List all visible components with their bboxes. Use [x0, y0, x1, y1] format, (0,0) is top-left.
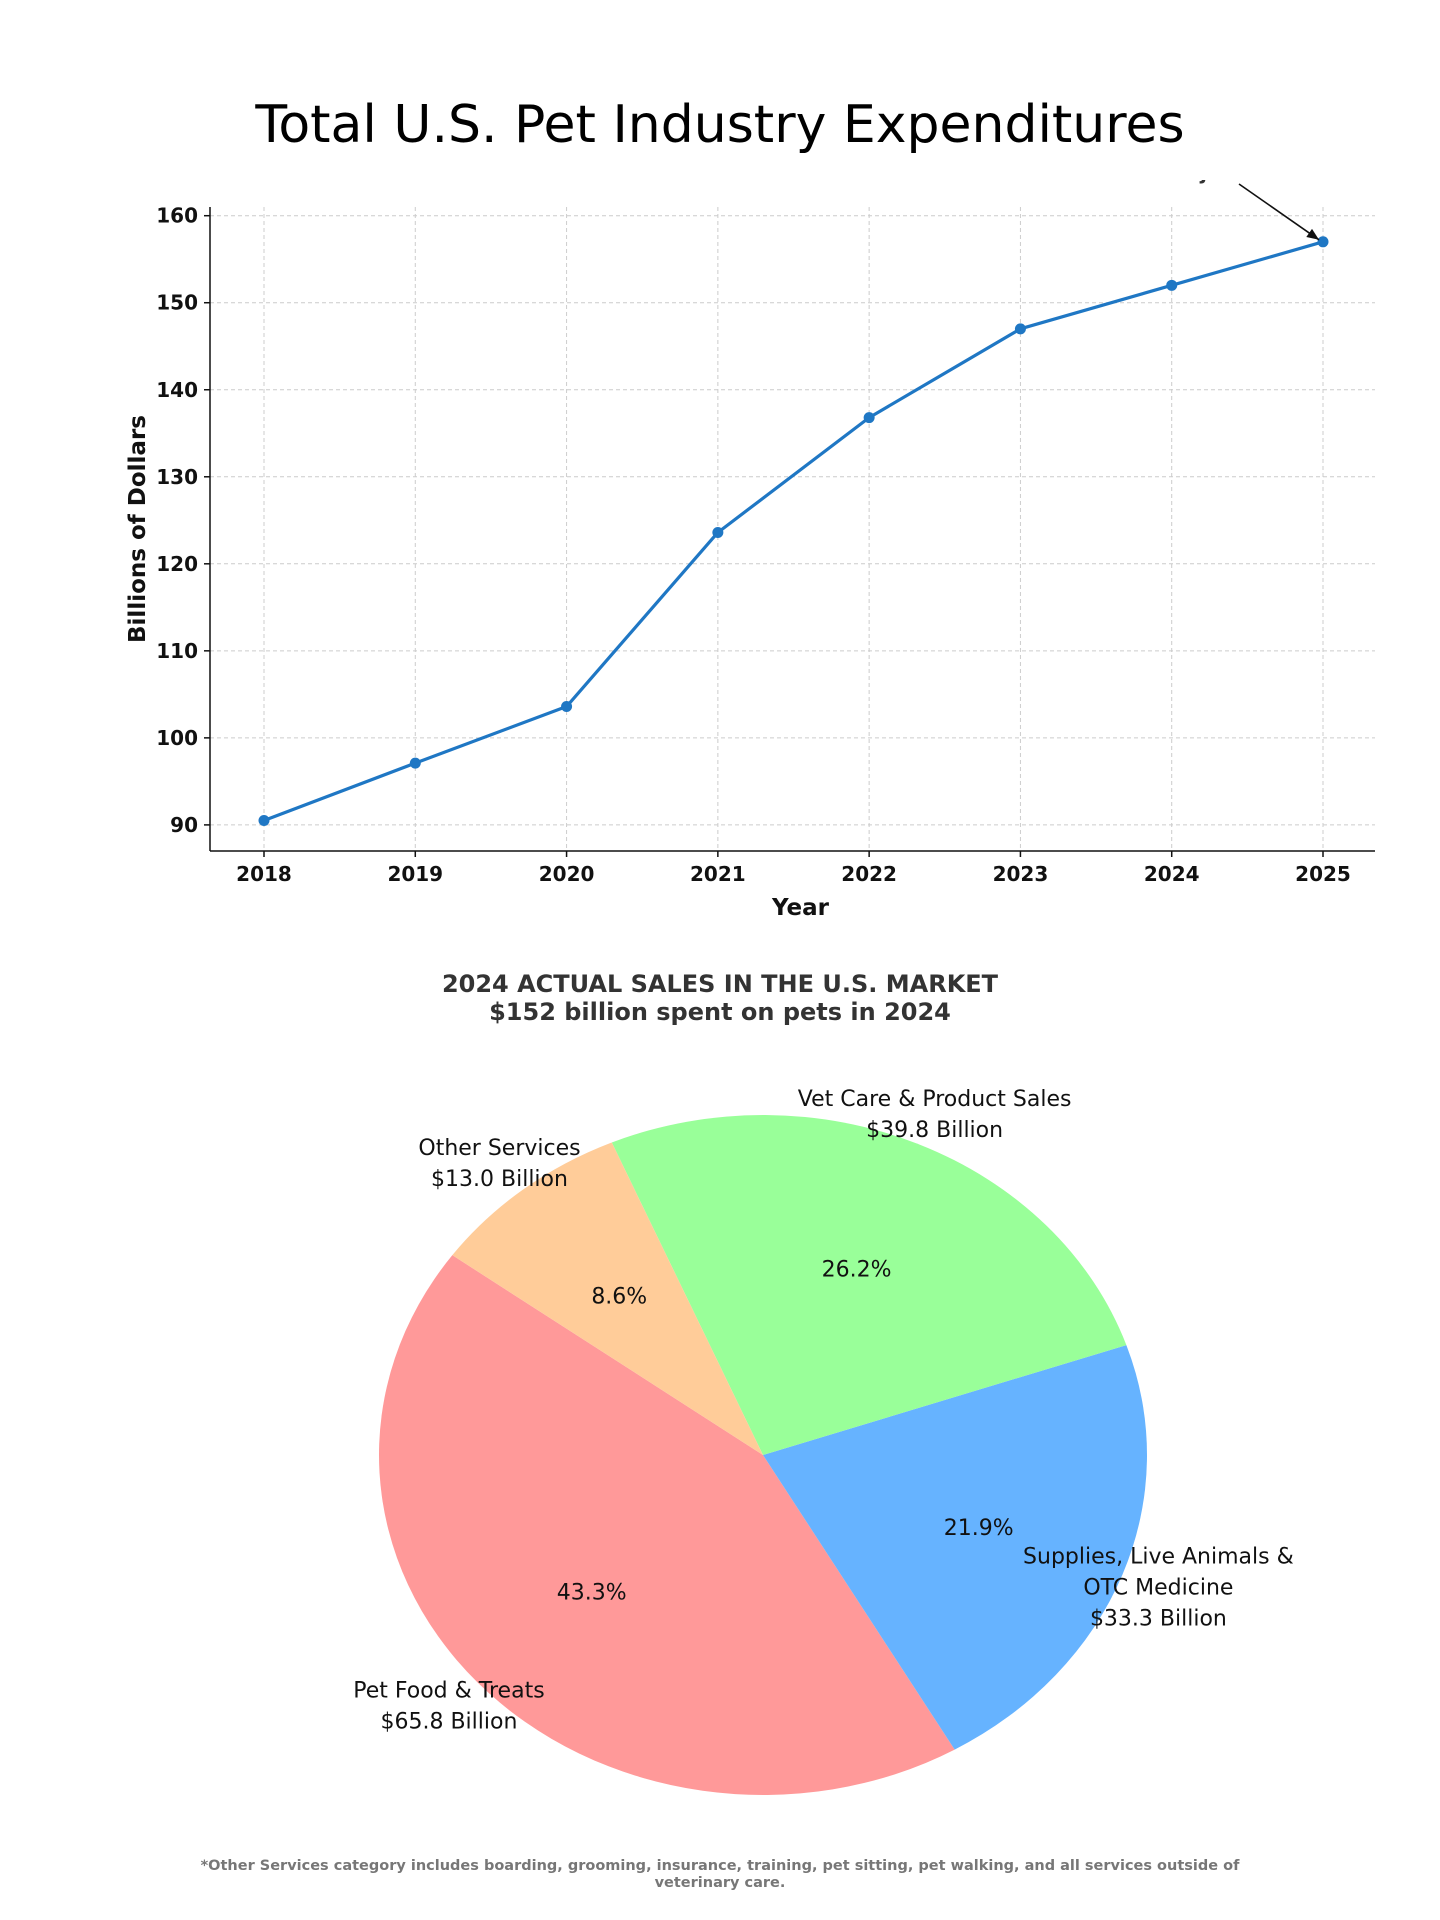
y-tick-label: 110	[156, 639, 198, 663]
pie-name-label: Pet Food & Treats	[353, 1679, 544, 1704]
line-annotation: 2025 Projected	[1099, 180, 1320, 241]
pie-slice	[763, 1345, 1147, 1750]
pie-subtitle: $152 billion spent on pets in 2024	[489, 998, 951, 1026]
pie-slices	[379, 1115, 1147, 1795]
line-chart: 90 100 110 120 130 140 150 160 2018 2019 2020 2021 2…	[125, 180, 1375, 920]
pie-value-label: $13.0 Billion	[431, 1167, 568, 1192]
x-axis-label: Year	[771, 895, 830, 920]
data-point	[409, 757, 421, 769]
y-tick-label: 90	[170, 813, 198, 837]
x-tick-label: 2022	[841, 862, 897, 886]
pie-value-label: $39.8 Billion	[866, 1118, 1003, 1143]
annotation-arrow	[1238, 183, 1320, 241]
pie-pct-label: 8.6%	[591, 1285, 647, 1310]
data-point	[258, 815, 270, 827]
pie-title: 2024 ACTUAL SALES IN THE U.S. MARKET	[441, 970, 999, 998]
y-tick-label: 120	[156, 552, 198, 576]
pie-chart: 43.3% Pet Food & Treats $65.8 Billion 21.9%…	[353, 1087, 1294, 1795]
pie-slice	[379, 1255, 955, 1795]
x-tick-label: 2018	[236, 862, 292, 886]
chart-title: Total U.S. Pet Industry Expenditures	[255, 95, 1185, 155]
pie-category-label: Other Services $13.0 Billion	[418, 1136, 580, 1192]
y-tick-label: 160	[156, 204, 198, 228]
x-tick-label: 2021	[690, 862, 746, 886]
x-tick-label: 2023	[993, 862, 1049, 886]
data-point	[712, 526, 724, 538]
data-point	[1317, 236, 1329, 248]
pie-title-block: 2024 ACTUAL SALES IN THE U.S. MARKET $15…	[0, 970, 1440, 1026]
annotation-text: 2025 Projected	[1099, 180, 1270, 184]
y-axis-label: Billions of Dollars	[125, 415, 151, 643]
data-point	[1014, 323, 1026, 335]
data-point	[1166, 279, 1178, 291]
footnote: *Other Services category includes boardi…	[200, 1858, 1240, 1891]
pie-category-label: Pet Food & Treats $65.8 Billion	[353, 1679, 544, 1735]
pie-category-label: Vet Care & Product Sales $39.8 Billion	[798, 1087, 1072, 1143]
pie-labels: 43.3% Pet Food & Treats $65.8 Billion 21.9%…	[353, 1087, 1293, 1735]
pie-name-label: Vet Care & Product Sales	[798, 1087, 1072, 1112]
y-tick-label: 150	[156, 291, 198, 315]
annotation-arrowhead	[1306, 228, 1319, 240]
pie-name-label: Other Services	[418, 1136, 580, 1161]
pie-pct-label: 43.3%	[557, 1580, 627, 1605]
pie-pct-label: 26.2%	[822, 1258, 892, 1283]
x-tick-label: 2024	[1144, 862, 1200, 886]
pie-category-label: Supplies, Live Animals & OTC Medicine $33.…	[1023, 1545, 1294, 1632]
line-grid	[210, 207, 1375, 851]
line-ticks: 90 100 110 120 130 140 150 160 2018 2019 2020 2021 2…	[156, 204, 1351, 886]
series-line	[263, 240, 1324, 823]
y-tick-label: 100	[156, 726, 198, 750]
y-tick-label: 140	[156, 378, 198, 402]
line-series	[258, 236, 1329, 827]
x-tick-label: 2020	[539, 862, 595, 886]
pie-value-label: $33.3 Billion	[1090, 1607, 1227, 1632]
pie-pct-label: 21.9%	[944, 1516, 1014, 1541]
data-point	[863, 412, 875, 424]
line-axes	[209, 207, 1375, 852]
pie-slice	[452, 1142, 763, 1455]
y-tick-label: 130	[156, 465, 198, 489]
pie-slice	[611, 1115, 1127, 1455]
pie-name-label: Supplies, Live Animals &	[1023, 1545, 1294, 1570]
data-point	[561, 701, 573, 713]
pie-name-label: OTC Medicine	[1083, 1576, 1233, 1601]
x-tick-label: 2019	[387, 862, 443, 886]
pie-value-label: $65.8 Billion	[380, 1710, 517, 1735]
x-tick-label: 2025	[1295, 862, 1351, 886]
